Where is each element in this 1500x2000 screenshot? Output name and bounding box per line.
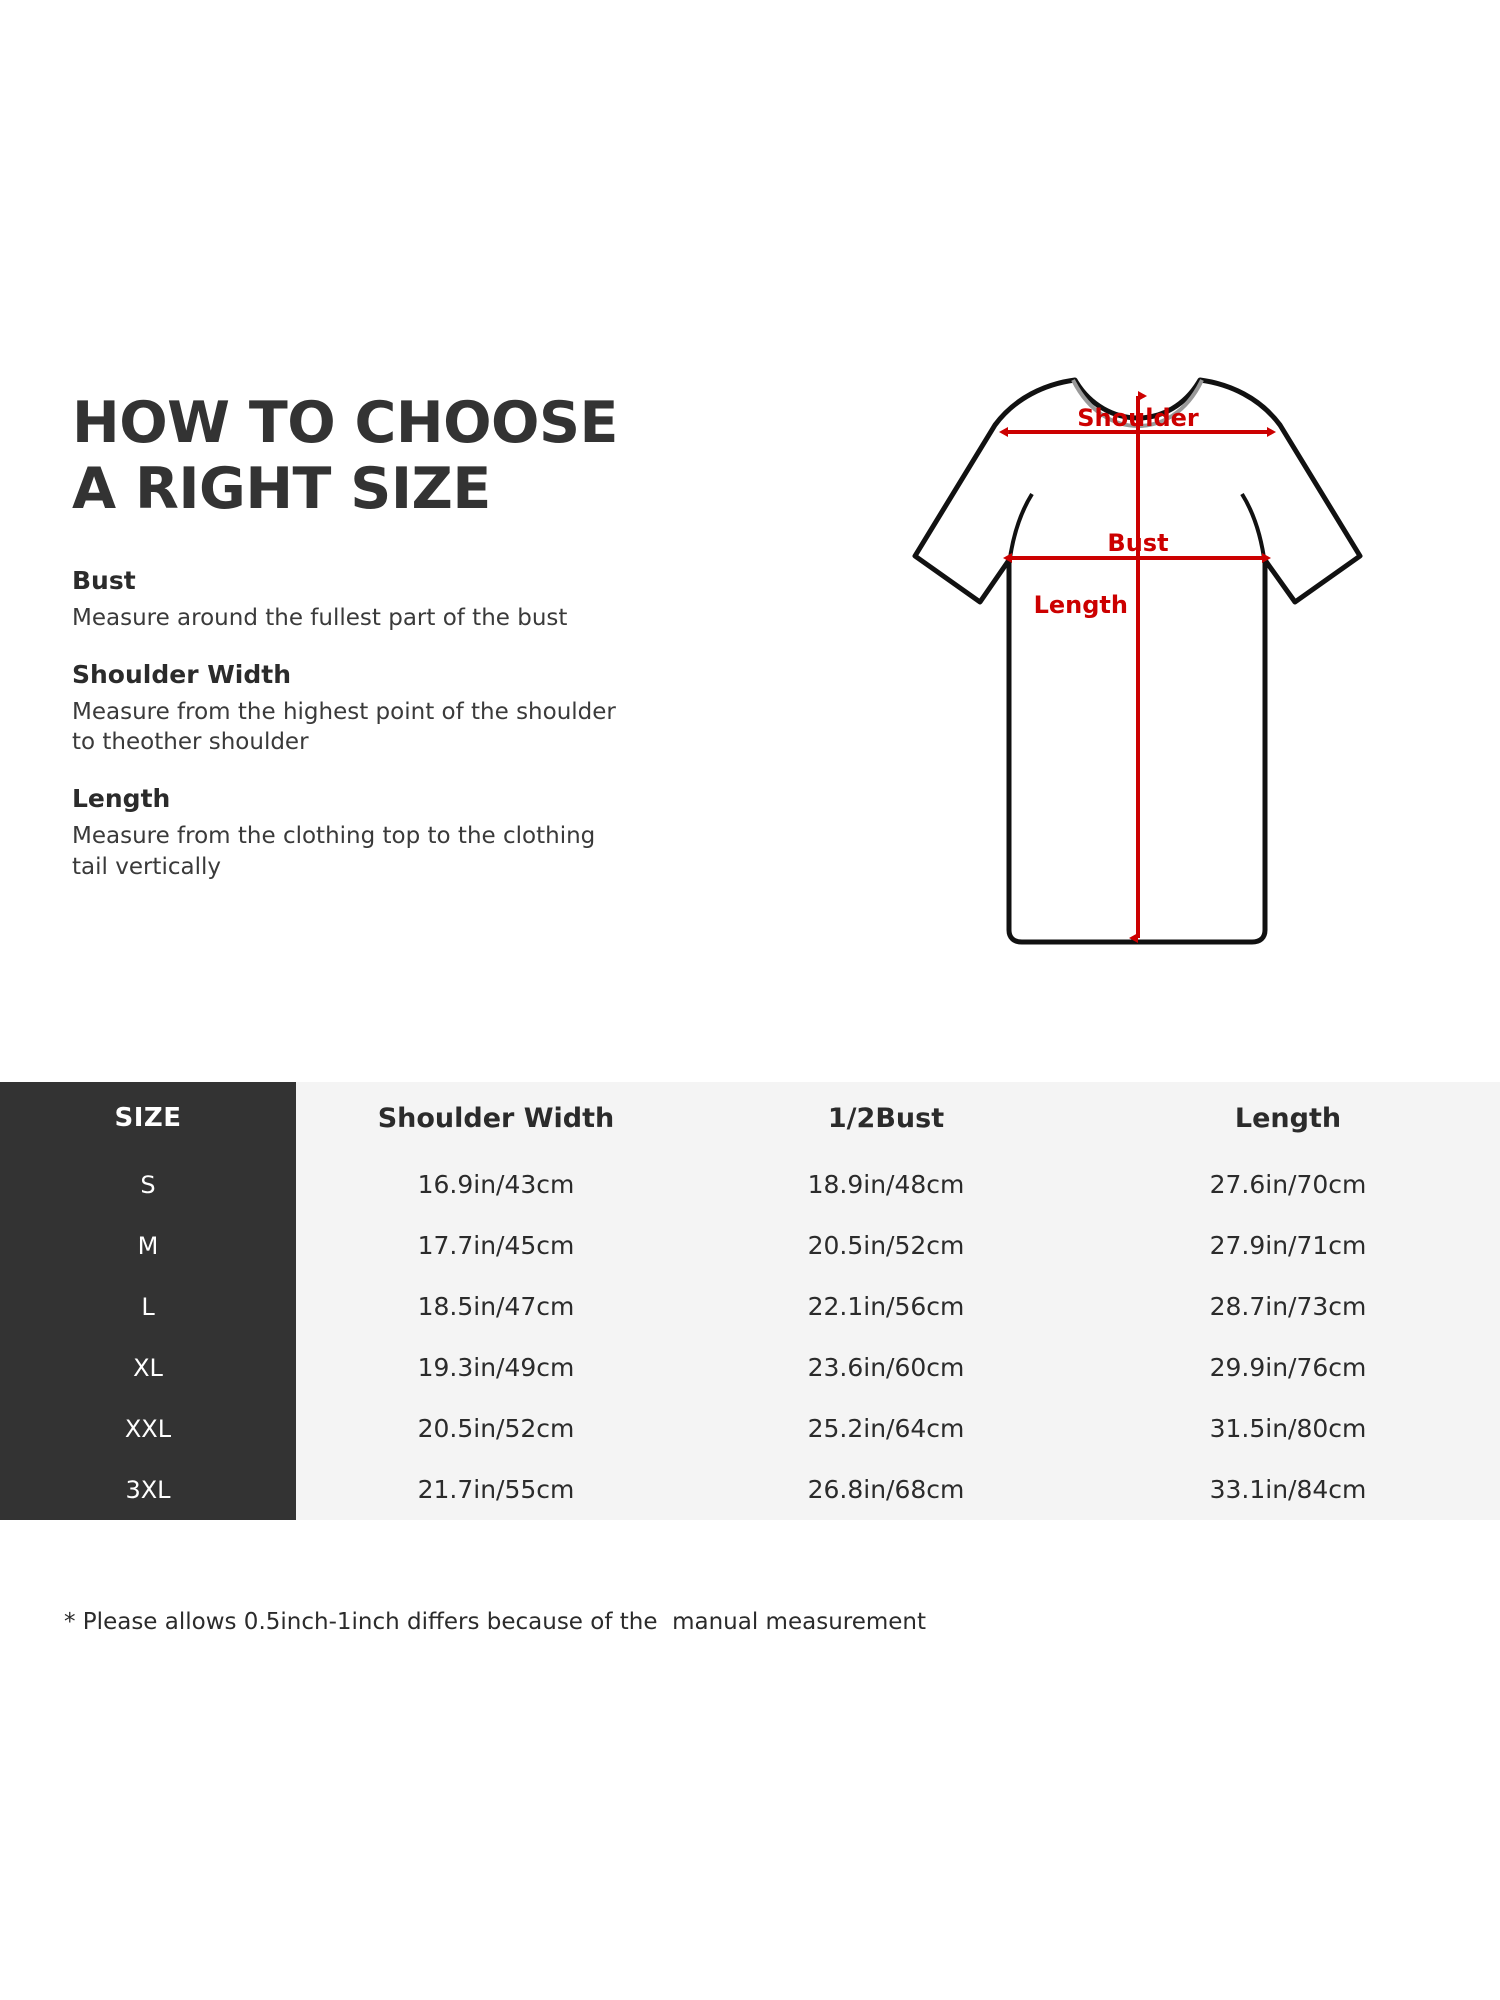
table-row: L 18.5in/47cm 22.1in/56cm 28.7in/73cm bbox=[0, 1276, 1500, 1337]
cell-shoulder-width: 18.5in/47cm bbox=[296, 1276, 696, 1337]
cell-length: 27.9in/71cm bbox=[1076, 1215, 1500, 1276]
measurement-disclaimer: * Please allows 0.5inch-1inch differs be… bbox=[64, 1609, 927, 1635]
cell-half-bust: 26.8in/68cm bbox=[696, 1459, 1076, 1520]
cell-length: 31.5in/80cm bbox=[1076, 1398, 1500, 1459]
cell-shoulder-width: 19.3in/49cm bbox=[296, 1337, 696, 1398]
cell-length: 29.9in/76cm bbox=[1076, 1337, 1500, 1398]
measurement-item-bust: Bust Measure around the fullest part of … bbox=[72, 566, 692, 634]
cell-half-bust: 23.6in/60cm bbox=[696, 1337, 1076, 1398]
cell-half-bust: 18.9in/48cm bbox=[696, 1154, 1076, 1215]
measurement-item-shoulder-width: Shoulder Width Measure from the highest … bbox=[72, 660, 692, 758]
table-row: XL 19.3in/49cm 23.6in/60cm 29.9in/76cm bbox=[0, 1337, 1500, 1398]
cell-shoulder-width: 16.9in/43cm bbox=[296, 1154, 696, 1215]
table-header-row: SIZE Shoulder Width 1/2Bust Length bbox=[0, 1082, 1500, 1154]
column-header-size: SIZE bbox=[0, 1082, 296, 1154]
cell-size: 3XL bbox=[0, 1459, 296, 1520]
tshirt-diagram-svg: Shoulder Bust Length bbox=[912, 377, 1363, 945]
cell-size: S bbox=[0, 1154, 296, 1215]
measurement-desc-bust: Measure around the fullest part of the b… bbox=[72, 605, 568, 632]
length-measure-annotation: Length bbox=[1034, 391, 1147, 943]
cell-half-bust: 22.1in/56cm bbox=[696, 1276, 1076, 1337]
cell-size: XXL bbox=[0, 1398, 296, 1459]
measurement-title-length: Length bbox=[72, 783, 171, 813]
measurement-instructions-column: HOW TO CHOOSE A RIGHT SIZE Bust Measure … bbox=[72, 390, 692, 882]
cell-half-bust: 20.5in/52cm bbox=[696, 1215, 1076, 1276]
measurement-item-length: Length Measure from the clothing top to … bbox=[72, 784, 692, 882]
cell-half-bust: 25.2in/64cm bbox=[696, 1398, 1076, 1459]
measurement-desc-shoulder-width: Measure from the highest point of the sh… bbox=[72, 698, 616, 756]
measurement-definitions-list: Bust Measure around the fullest part of … bbox=[72, 566, 692, 882]
cell-length: 33.1in/84cm bbox=[1076, 1459, 1500, 1520]
cell-size: M bbox=[0, 1215, 296, 1276]
page-title: HOW TO CHOOSE A RIGHT SIZE bbox=[72, 390, 619, 523]
size-chart-header: SIZE Shoulder Width 1/2Bust Length bbox=[0, 1082, 1500, 1154]
cell-size: XL bbox=[0, 1337, 296, 1398]
cell-size: L bbox=[0, 1276, 296, 1337]
column-header-length: Length bbox=[1076, 1082, 1500, 1154]
table-row: 3XL 21.7in/55cm 26.8in/68cm 33.1in/84cm bbox=[0, 1459, 1500, 1520]
table-row: S 16.9in/43cm 18.9in/48cm 27.6in/70cm bbox=[0, 1154, 1500, 1215]
column-header-half-bust: 1/2Bust bbox=[696, 1082, 1076, 1154]
length-label: Length bbox=[1034, 591, 1128, 619]
size-chart-table: SIZE Shoulder Width 1/2Bust Length S 16.… bbox=[0, 1082, 1500, 1520]
tshirt-measurement-diagram: Shoulder Bust Length bbox=[760, 370, 1400, 1010]
table-row: M 17.7in/45cm 20.5in/52cm 27.9in/71cm bbox=[0, 1215, 1500, 1276]
column-header-shoulder-width: Shoulder Width bbox=[296, 1082, 696, 1154]
cell-shoulder-width: 20.5in/52cm bbox=[296, 1398, 696, 1459]
table-row: XXL 20.5in/52cm 25.2in/64cm 31.5in/80cm bbox=[0, 1398, 1500, 1459]
cell-shoulder-width: 17.7in/45cm bbox=[296, 1215, 696, 1276]
measurement-title-shoulder-width: Shoulder Width bbox=[72, 659, 292, 689]
size-chart-body: S 16.9in/43cm 18.9in/48cm 27.6in/70cm M … bbox=[0, 1154, 1500, 1520]
cell-length: 27.6in/70cm bbox=[1076, 1154, 1500, 1215]
measurement-title-bust: Bust bbox=[72, 566, 136, 596]
how-to-measure-section: HOW TO CHOOSE A RIGHT SIZE Bust Measure … bbox=[72, 370, 1400, 1010]
cell-length: 28.7in/73cm bbox=[1076, 1276, 1500, 1337]
measurement-desc-length: Measure from the clothing top to the clo… bbox=[72, 822, 596, 880]
cell-shoulder-width: 21.7in/55cm bbox=[296, 1459, 696, 1520]
